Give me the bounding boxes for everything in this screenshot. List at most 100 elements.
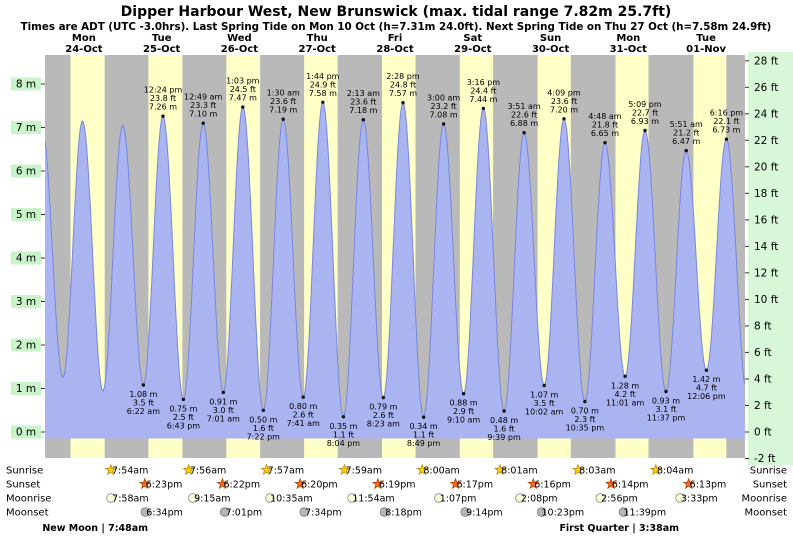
feet-axis-label: 4 ft bbox=[754, 374, 772, 386]
high-tide-label: 7.20 m bbox=[550, 105, 578, 114]
high-tide-dot bbox=[643, 128, 647, 133]
feet-axis-label: -2 ft bbox=[754, 453, 775, 465]
low-tide-label: 2.3 ft bbox=[574, 415, 595, 424]
high-tide-label: 1:03 pm bbox=[226, 77, 260, 86]
low-tide-label: 11:01 am bbox=[606, 398, 645, 407]
day-label-date: 01-Nov bbox=[686, 44, 726, 55]
astro-row-label-right: Moonrise bbox=[742, 494, 787, 505]
sunset-time: 6:14pm bbox=[612, 480, 649, 491]
high-tide-label: 3:16 pm bbox=[467, 78, 501, 87]
high-tide-dot bbox=[562, 117, 566, 121]
meter-label-box bbox=[11, 295, 41, 308]
day-label-date: 31-Oct bbox=[610, 44, 647, 55]
high-tide-label: 22.7 ft bbox=[632, 109, 658, 118]
day-label-dow: Sat bbox=[463, 33, 482, 44]
feet-axis-label: 20 ft bbox=[754, 161, 778, 173]
low-tide-dot bbox=[261, 408, 265, 412]
high-tide-label: 23.6 ft bbox=[350, 98, 376, 107]
moonrise-time: 2:08pm bbox=[521, 494, 558, 505]
sunset-icon bbox=[527, 477, 540, 490]
low-tide-label: 9:39 pm bbox=[487, 433, 521, 442]
meter-axis-label: 0 m bbox=[16, 427, 36, 439]
low-tide-dot bbox=[301, 395, 305, 399]
low-tide-label: 3.5 ft bbox=[133, 399, 154, 408]
moonset-time: 9:14pm bbox=[466, 508, 503, 519]
moonrise-icon bbox=[515, 493, 525, 503]
low-tide-label: 0.48 m bbox=[490, 416, 518, 425]
high-tide-dot bbox=[201, 121, 205, 125]
moonrise-icon bbox=[675, 493, 685, 503]
low-tide-dot bbox=[623, 374, 627, 378]
low-tide-label: 1.08 m bbox=[129, 390, 157, 399]
high-tide-label: 5:51 am bbox=[670, 120, 703, 129]
moonrise-icon bbox=[347, 493, 357, 503]
low-tide-label: 8:23 am bbox=[367, 420, 400, 429]
chart-subtitle: Times are ADT (UTC -3.0hrs). Last Spring… bbox=[21, 21, 772, 33]
low-tide-label: 7:41 am bbox=[287, 419, 320, 428]
low-tide-label: 0.79 m bbox=[369, 403, 397, 412]
feet-axis-label: 18 ft bbox=[754, 188, 778, 200]
high-tide-label: 7.08 m bbox=[430, 111, 458, 120]
low-tide-label: 2.5 ft bbox=[173, 413, 194, 422]
meter-axis-label: 5 m bbox=[16, 209, 36, 221]
high-tide-label: 7.57 m bbox=[389, 89, 417, 98]
low-tide-label: 0.80 m bbox=[289, 402, 317, 411]
low-tide-label: 0.91 m bbox=[209, 397, 237, 406]
low-tide-label: 2.6 ft bbox=[293, 411, 314, 420]
moonset-icon bbox=[299, 507, 309, 517]
astro-row-label-left: Moonset bbox=[6, 508, 49, 519]
moonrise-icon bbox=[106, 493, 116, 503]
high-tide-label: 23.6 ft bbox=[551, 97, 577, 106]
low-tide-label: 8:49 pm bbox=[407, 439, 441, 448]
day-label-date: 28-Oct bbox=[376, 44, 413, 55]
high-tide-label: 23.3 ft bbox=[190, 101, 216, 110]
high-tide-label: 24.9 ft bbox=[310, 80, 336, 89]
high-tide-label: 7.26 m bbox=[149, 103, 177, 112]
low-tide-dot bbox=[181, 397, 186, 402]
sunrise-time: 7:54am bbox=[112, 466, 148, 477]
sunrise-icon bbox=[493, 463, 507, 476]
tide-area bbox=[45, 102, 745, 439]
moon-phase-note: New Moon | 7:48am bbox=[42, 523, 148, 534]
high-tide-dot bbox=[481, 106, 486, 111]
high-tide-label: 24.4 ft bbox=[470, 86, 496, 95]
high-tide-label: 22.1 ft bbox=[713, 117, 739, 126]
sunrise-icon bbox=[260, 463, 273, 476]
moonrise-icon bbox=[188, 493, 198, 503]
sunset-icon bbox=[371, 477, 384, 490]
high-tide-dot bbox=[724, 137, 729, 141]
day-label-date: 30-Oct bbox=[532, 44, 569, 55]
low-tide-label: 0.70 m bbox=[571, 407, 599, 416]
day-label-date: 26-Oct bbox=[221, 44, 258, 55]
astro-row-label-right: Sunrise bbox=[750, 466, 787, 477]
sunrise-time: 8:04am bbox=[657, 466, 693, 477]
astro-row-label-right: Sunset bbox=[753, 480, 787, 491]
high-tide-label: 21.8 ft bbox=[592, 121, 618, 130]
high-tide-label: 6.88 m bbox=[510, 119, 538, 128]
moonrise-time: 2:56pm bbox=[601, 494, 638, 505]
low-tide-label: 1.28 m bbox=[611, 381, 639, 390]
low-tide-label: 0.88 m bbox=[450, 399, 478, 408]
low-tide-label: 4.7 ft bbox=[696, 384, 717, 393]
feet-axis-label: 16 ft bbox=[754, 214, 778, 226]
meter-axis-label: 3 m bbox=[16, 296, 36, 308]
feet-axis-label: 12 ft bbox=[754, 267, 778, 279]
high-tide-label: 21.2 ft bbox=[673, 129, 699, 138]
moonset-icon bbox=[536, 507, 547, 517]
feet-axis-strip bbox=[748, 52, 793, 465]
high-tide-label: 7.10 m bbox=[189, 110, 217, 119]
sunset-time: 6:23pm bbox=[146, 480, 183, 491]
high-tide-dot bbox=[684, 148, 688, 153]
moonset-time: 10:23pm bbox=[542, 508, 585, 519]
sunrise-icon bbox=[104, 463, 117, 476]
astro-row-label-right: Moonset bbox=[745, 508, 788, 519]
moonset-icon bbox=[140, 507, 151, 517]
feet-axis-label: 8 ft bbox=[754, 320, 772, 332]
high-tide-dot bbox=[401, 101, 405, 105]
low-tide-label: 0.50 m bbox=[249, 415, 277, 424]
high-tide-label: 23.6 ft bbox=[270, 97, 296, 106]
high-tide-label: 7.19 m bbox=[269, 106, 297, 115]
high-tide-label: 24.8 ft bbox=[390, 81, 416, 90]
low-tide-dot bbox=[141, 383, 146, 387]
